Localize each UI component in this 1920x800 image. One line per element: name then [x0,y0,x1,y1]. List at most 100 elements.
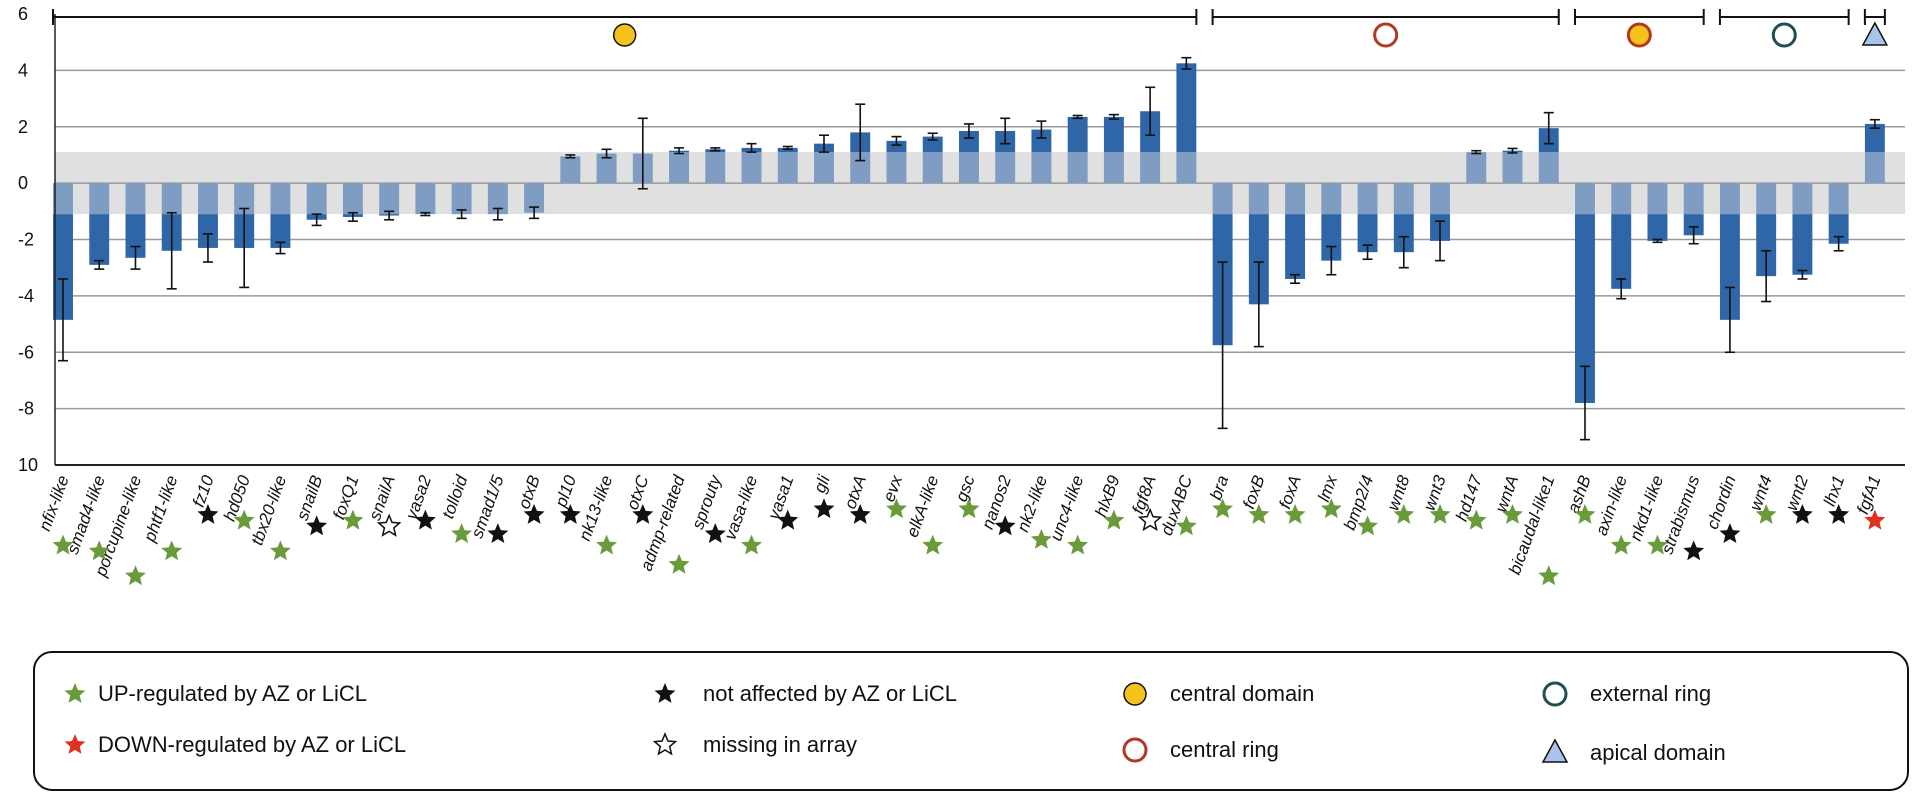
bar-segment-dark [1031,129,1052,153]
error-bar [1036,120,1047,139]
group-symbol [1373,22,1399,48]
error-bars [58,56,1880,441]
error-bar [1543,111,1554,145]
bar-segment-dark [1103,116,1124,153]
bar [1248,183,1269,305]
marker-star [1502,503,1523,524]
bar-segment-light [560,156,581,184]
marker-star [922,534,944,555]
bar-segment-light [1575,183,1595,215]
bar-segment-light [741,152,762,184]
bar-segment-light [342,183,363,215]
marker-star [994,515,1016,536]
gene-label: fgf8A [1128,473,1159,517]
error-bar [855,103,866,162]
bar [1321,183,1342,261]
marker-star [668,553,690,574]
bar [1067,116,1088,184]
gene-label: otxA [840,473,869,511]
bar [89,183,110,265]
error-bar [963,123,974,139]
error-bar [637,117,648,190]
marker-star [1574,503,1596,524]
marker-star [197,503,219,524]
bar [560,156,581,184]
marker-star [1248,503,1270,524]
gene-label: vasa-like [720,473,761,543]
error-bar [1833,235,1844,252]
error-bar [818,134,829,153]
bar [342,183,363,217]
marker-star [1646,534,1668,555]
marker-star [1103,509,1125,530]
bar-segment-light [1212,183,1233,215]
error-bar [1108,113,1119,120]
bar [995,130,1016,184]
error-bar [601,148,612,159]
marker-star [233,509,255,530]
bar-segment-light [1502,152,1523,184]
marker-star [559,503,581,524]
marker-star [704,523,726,544]
legend-up-text: UP-regulated by AZ or LiCL [98,681,367,706]
bar [1719,183,1740,320]
bar-segment-light [705,152,726,184]
bar-segment-dark [1357,214,1378,253]
bar [1864,123,1885,184]
error-bar [529,206,540,220]
bar-segment-dark [197,214,218,248]
error-bar [94,259,105,270]
bar-segment-light [1103,152,1124,184]
gene-label: foxQ1 [329,473,362,522]
marker-star [1465,509,1487,530]
bar [741,147,762,184]
bar-segment-light [1611,183,1632,215]
bar-segment-dark [53,214,73,320]
gene-label: bra [1206,473,1232,503]
gene-label: tolloid [438,472,471,521]
gene-label: wntA [1491,473,1522,515]
error-bar [347,211,358,222]
bar-segment-light [161,183,182,215]
bar-segment-dark [1683,214,1704,236]
gene-label: ashB [1564,473,1595,516]
bar-segment-light [524,183,545,213]
bar-segment-light [1357,183,1378,215]
bar-segment-light [777,152,798,184]
marker-star [88,540,110,561]
error-bar [1616,278,1627,300]
bar [1393,183,1414,253]
group-symbol [1626,22,1652,48]
marker-star [376,513,402,537]
marker-star [487,523,509,544]
marker-star [125,565,146,586]
error-bar [130,245,141,270]
gene-label: wnt4 [1746,473,1776,513]
bar-segment-light [596,153,617,184]
gene-label: chordin [1703,473,1740,532]
bar [1176,63,1197,184]
error-bar [1253,261,1264,348]
bar [596,153,617,184]
legend-central-domain-symbol [1123,682,1147,706]
error-bar [420,211,431,217]
gene-label: hlxB9 [1091,472,1124,519]
error-bar [1362,244,1373,261]
bar-segment-dark [1792,214,1813,275]
error-bar [1145,86,1156,137]
error-bar [1181,56,1192,70]
error-bar [1724,286,1735,354]
marker-star [1137,507,1163,532]
error-bar [1688,226,1699,245]
bar [1357,183,1378,253]
error-bar [1797,269,1808,280]
bar-segment-light [1828,183,1849,215]
marker-star [1719,523,1741,544]
marker-star [1429,503,1451,524]
bar [1466,152,1487,184]
error-bar [1217,261,1228,430]
group-bracket [1573,9,1705,25]
bar-segment-light [1792,183,1813,215]
legend-apical-domain-symbol [1541,738,1569,763]
group-bracket [52,9,1198,25]
